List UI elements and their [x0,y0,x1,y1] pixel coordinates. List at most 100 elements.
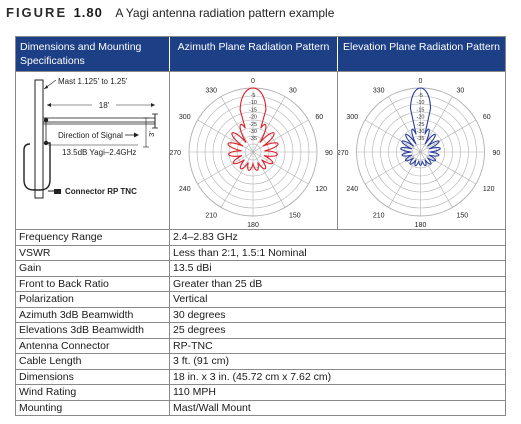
angle-tick-label: 90 [325,150,333,157]
spec-row: Antenna Connector RP-TNC [16,337,505,354]
angle-tick-label: 60 [483,114,491,121]
spec-value: Mast/Wall Mount [173,402,251,415]
angle-tick-label: 330 [205,88,217,95]
cable-shape [23,142,51,191]
angle-tick-label: 150 [457,212,469,219]
spec-value: RP-TNC [173,339,213,352]
spec-row: Polarization Vertical [16,291,505,307]
spec-value: 30 degrees [173,308,226,321]
spec-row: Front to Back Ratio Greater than 25 dB [16,275,505,292]
spec-value: 25 degrees [173,324,226,337]
ring-tick-label: -20 [249,115,257,121]
spec-row: Frequency Range 2.4–2.83 GHz [16,229,505,245]
ring-tick-label: -10 [249,100,257,106]
angle-tick-label: 120 [483,186,495,193]
spec-key: Frequency Range [19,231,103,243]
spec-key: Elevations 3dB Beamwidth [19,324,144,337]
azimuth-polar-chart: 0 30 60 90 120 150 180 210 240 270 300 330 -5-10-15 -… [169,78,333,229]
angle-tick-label: 240 [179,186,191,193]
ring-tick-label: -25 [417,122,425,128]
spec-value: Vertical [173,293,208,306]
antenna-diagram-cell: Mast 1.125' to 1.25' 18' Direction of Si… [16,71,170,229]
model-label: 13.5dB Yagi–2.4GHz [62,148,136,157]
angle-tick-label: 180 [415,222,427,228]
figure-label: FIGURE [6,5,68,20]
elevation-polar-chart: 0 30 60 90 120 150 180 210 240 270 300 330 -5-10-15 -… [337,78,501,229]
ring-tick-label: -35 [249,136,257,142]
ring-tick-label: -30 [249,129,257,135]
length-label: 18' [99,101,110,110]
angle-tick-label: 300 [179,114,191,121]
angle-tick-label: 270 [338,150,349,157]
ring-tick-label: -15 [417,107,425,113]
angle-tick-label: 300 [346,114,358,121]
spec-key: Dimensions [19,370,74,383]
spec-row: Mounting Mast/Wall Mount [16,400,505,416]
angle-tick-label: 30 [457,88,465,95]
spec-sheet-table: Dimensions and Mounting Specifications A… [15,36,506,416]
header-dimensions: Dimensions and Mounting Specifications [16,37,169,71]
angle-tick-label: 0 [251,78,255,85]
angle-tick-label: 270 [170,150,181,157]
spec-list: Frequency Range 2.4–2.83 GHz VSWR Less than… [16,229,505,416]
spec-key: Antenna Connector [19,339,110,352]
antenna-diagram: Mast 1.125' to 1.25' 18' Direction of Si… [23,77,158,199]
spec-row: Cable Length 3 ft. (91 cm) [16,353,505,369]
ring-tick-label: -15 [249,107,257,113]
angle-tick-label: 120 [315,186,327,193]
spec-key: Front to Back Ratio [19,277,109,290]
angle-tick-label: 30 [289,88,297,95]
spec-value: 2.4–2.83 GHz [173,231,238,243]
header-azimuth: Azimuth Plane Radiation Pattern [170,37,337,71]
spec-key: Gain [19,262,42,275]
spec-key: Mounting [19,402,63,415]
spec-value: 13.5 dBi [173,262,212,275]
ring-tick-label: -35 [417,136,425,142]
spec-value: 3 ft. (91 cm) [173,355,230,368]
radiation-pattern-line [400,87,441,167]
azimuth-chart-cell: 0 30 60 90 120 150 180 210 240 270 300 330 -5 -10 -15 -… [169,71,338,229]
mast-label: Mast 1.125' to 1.25' [58,77,128,86]
ring-tick-label: -30 [417,129,425,135]
angle-tick-label: 240 [346,186,358,193]
figure-caption: FIGURE 1.80 A Yagi antenna radiation pat… [6,4,334,24]
header-elevation: Elevation Plane Radiation Pattern [338,37,505,71]
angle-tick-label: 210 [373,212,385,219]
spec-row: Gain 13.5 dBi [16,260,505,276]
connector-shape [54,189,61,194]
spec-key: Azimuth 3dB Beamwidth [19,308,134,321]
angle-tick-label: 330 [373,88,385,95]
spec-value: Greater than 25 dB [173,277,263,290]
mast-shape [34,79,44,199]
spec-row: Dimensions 18 in. x 3 in. (45.72 cm x 7.6… [16,368,505,385]
ring-tick-label: -25 [249,122,257,128]
spec-value: Less than 2:1, 1.5:1 Nominal [173,246,307,259]
angle-tick-label: 0 [419,78,423,85]
spec-key: VSWR [19,246,51,259]
figure-title: A Yagi antenna radiation pattern example [115,6,335,20]
spec-value: 18 in. x 3 in. (45.72 cm x 7.62 cm) [173,370,332,383]
angle-tick-label: 180 [247,222,259,228]
spec-row: Azimuth 3dB Beamwidth 30 degrees [16,306,505,323]
height-label: 3' [147,131,156,137]
radiation-pattern-line [227,87,279,171]
figure-number: 1.80 [73,5,103,20]
ring-tick-label: -5 [251,93,256,99]
spec-row: VSWR Less than 2:1, 1.5:1 Nominal [16,244,505,261]
spec-row: Elevations 3dB Beamwidth 25 degrees [16,322,505,338]
connector-label: Connector RP TNC [65,187,137,196]
spec-value: 110 MPH [173,386,216,399]
boom-shape [42,117,156,123]
ring-tick-label: -5 [418,93,423,99]
spec-key: Wind Rating [19,386,77,399]
angle-tick-label: 90 [493,150,501,157]
angle-tick-label: 150 [289,212,301,219]
spec-key: Polarization [19,293,74,306]
angle-tick-label: 60 [315,114,323,121]
elevation-chart-cell: 0 30 60 90 120 150 180 210 240 270 300 330 -5 -10 -15 -… [337,71,505,229]
spec-key: Cable Length [19,355,82,368]
ring-tick-label: -20 [417,115,425,121]
spec-row: Wind Rating 110 MPH [16,384,505,401]
signal-label: Direction of Signal [58,131,123,140]
ring-tick-label: -10 [417,100,425,106]
